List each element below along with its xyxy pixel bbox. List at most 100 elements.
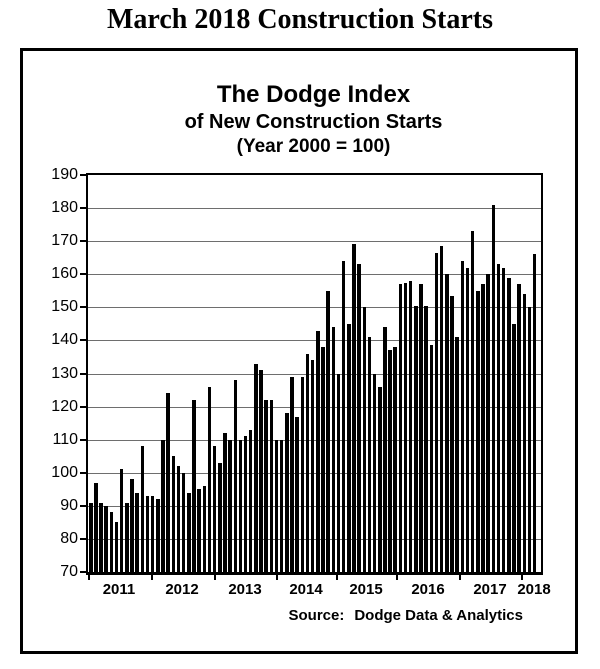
bar-2011-Apr xyxy=(104,505,108,572)
bar-2012-May xyxy=(171,456,176,572)
x-axis-year-label-2012: 2012 xyxy=(165,581,199,598)
gridline-120 xyxy=(88,406,541,408)
bar-2011-Feb xyxy=(94,482,98,572)
bar-2012-Nov xyxy=(202,485,207,572)
bar-2012-Sep xyxy=(192,399,196,572)
bar-2016-Oct xyxy=(445,274,449,572)
chart-panel: The Dodge Index of New Construction Star… xyxy=(20,48,578,654)
bar-2016-Mar xyxy=(408,280,413,572)
source-value: Dodge Data & Analytics xyxy=(354,607,523,624)
y-axis-label: 90 xyxy=(60,496,78,514)
x-axis-year-label-2015: 2015 xyxy=(349,581,383,598)
page-title: March 2018 Construction Starts xyxy=(106,4,493,35)
bar-2015-Oct xyxy=(383,327,387,572)
bar-2012-Aug xyxy=(187,492,191,572)
chart-title-line3: (Year 2000 = 100) xyxy=(236,136,391,157)
y-axis-tick xyxy=(80,174,88,176)
bar-2013-Sep xyxy=(254,363,258,572)
bar-2015-Jul xyxy=(367,337,372,572)
bar-2015-Aug xyxy=(372,373,377,572)
x-axis-year-label-2011: 2011 xyxy=(102,581,136,598)
bar-2013-Nov xyxy=(264,399,268,572)
bar-2014-Mar xyxy=(285,413,289,572)
bar-2013-Jul xyxy=(243,436,248,572)
bar-2014-Jan xyxy=(274,439,279,572)
gridline-140 xyxy=(88,340,541,342)
y-axis-label: 170 xyxy=(51,232,78,250)
y-axis-label: 190 xyxy=(51,166,78,183)
y-axis-label: 100 xyxy=(51,463,78,481)
y-axis-tick xyxy=(80,207,88,210)
bar-2014-Oct xyxy=(321,347,325,572)
gridline-100 xyxy=(88,472,541,474)
y-axis-tick xyxy=(80,405,88,408)
bar-2013-Apr xyxy=(228,439,232,572)
bar-2013-Mar xyxy=(223,433,227,572)
bar-2017-Nov xyxy=(512,323,516,572)
bar-2017-Jul xyxy=(491,204,496,572)
bar-2014-Nov xyxy=(326,290,330,572)
y-axis-tick xyxy=(80,438,88,441)
bar-2017-May xyxy=(481,284,485,572)
bar-2017-Jun xyxy=(486,274,490,572)
bar-2014-Apr xyxy=(290,376,294,572)
x-axis-tick xyxy=(336,572,338,580)
y-axis-tick xyxy=(80,504,88,507)
source-credit: Source: Dodge Data & Analytics xyxy=(23,607,523,624)
bar-2014-Aug xyxy=(310,360,315,572)
bar-2012-Jul xyxy=(181,472,186,572)
bar-2011-Sep xyxy=(130,479,134,572)
x-axis-year-label-2016: 2016 xyxy=(411,581,445,598)
gridline-130 xyxy=(88,373,541,375)
y-axis-label: 130 xyxy=(51,364,78,382)
bar-2017-Oct xyxy=(507,277,511,572)
bar-2015-Apr xyxy=(352,244,356,572)
bar-2013-Feb xyxy=(218,462,222,572)
x-axis-tick xyxy=(459,572,461,580)
bar-2018-Feb xyxy=(527,307,532,572)
bar-2015-Dec xyxy=(393,347,397,572)
bar-2011-Jun xyxy=(114,522,119,572)
bar-2012-Dec xyxy=(207,386,212,572)
y-axis-tick xyxy=(80,240,88,243)
gridline-90 xyxy=(88,505,541,507)
bar-2017-Jan xyxy=(460,261,465,572)
bar-2016-Sep xyxy=(439,246,444,572)
x-axis-year-label-2018: 2018 xyxy=(517,581,551,598)
bar-2017-Mar xyxy=(470,231,475,572)
bar-2017-Feb xyxy=(465,267,470,572)
y-axis-tick xyxy=(80,273,88,276)
bar-2011-Jan xyxy=(89,502,93,572)
bar-2015-Nov xyxy=(388,350,392,572)
bar-2011-Dec xyxy=(145,495,150,572)
chart-title-line2: of New Construction Starts xyxy=(184,111,443,133)
gridline-80 xyxy=(88,538,541,540)
gridline-160 xyxy=(88,274,541,276)
bar-2016-Feb xyxy=(403,282,408,572)
x-axis-year-label-2013: 2013 xyxy=(228,581,262,598)
bar-2012-Mar xyxy=(161,439,165,572)
gridline-150 xyxy=(88,307,541,309)
bar-2012-Apr xyxy=(166,393,170,572)
bar-2017-Apr xyxy=(476,290,480,572)
x-axis-tick xyxy=(214,572,216,580)
bar-2015-Jan xyxy=(336,373,341,572)
y-axis-label: 150 xyxy=(51,298,78,316)
y-axis-label: 160 xyxy=(51,265,78,283)
bar-2016-Jun xyxy=(424,305,428,572)
bar-2012-Feb xyxy=(156,499,160,572)
bar-2013-Dec xyxy=(269,399,274,572)
bar-2017-Sep xyxy=(501,267,506,572)
bar-2011-Jul xyxy=(119,469,124,572)
bar-2015-Sep xyxy=(378,386,382,572)
bar-2016-Nov xyxy=(450,295,454,572)
y-axis-label: 110 xyxy=(52,430,78,448)
bar-2011-May xyxy=(109,512,114,572)
x-axis-year-label-2017: 2017 xyxy=(473,581,507,598)
y-axis-tick xyxy=(80,537,88,540)
bar-2014-Feb xyxy=(279,439,284,572)
gridline-180 xyxy=(88,208,541,210)
x-axis-tick xyxy=(396,572,398,580)
bar-2012-Oct xyxy=(197,489,201,572)
